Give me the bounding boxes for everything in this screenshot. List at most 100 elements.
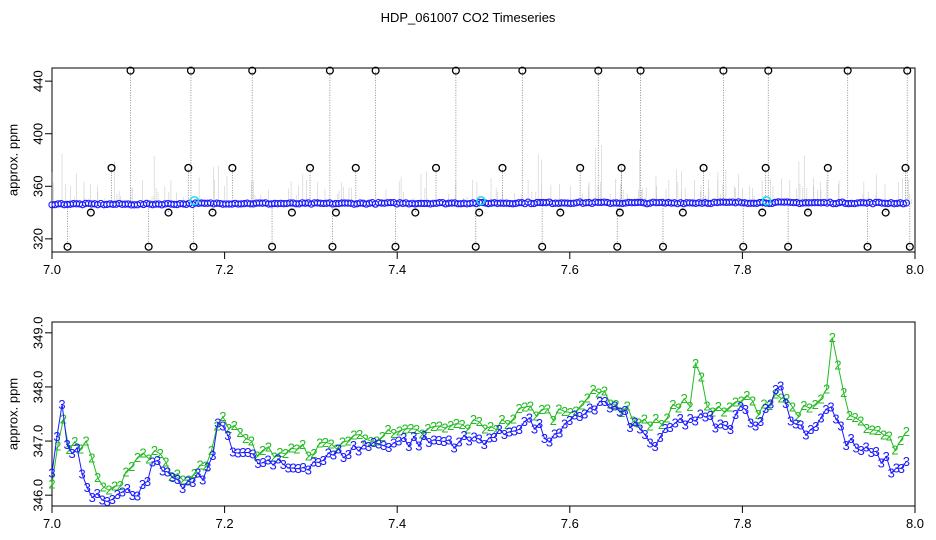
top-outlier-point bbox=[287, 208, 296, 217]
bottom-series-3-marker: 3 bbox=[852, 441, 859, 456]
bottom-series-2-marker: 2 bbox=[743, 388, 750, 403]
bottom-series-3-marker: 3 bbox=[385, 440, 392, 455]
top-y-axis-label: approx. ppm bbox=[5, 124, 20, 196]
top-outlier-point bbox=[184, 163, 193, 172]
bottom-series-2-marker: 2 bbox=[817, 391, 824, 406]
bottom-series-3-marker: 3 bbox=[878, 455, 885, 470]
top-outlier-point bbox=[719, 66, 728, 75]
bottom-series-2-marker: 2 bbox=[612, 397, 619, 412]
top-outlier-point bbox=[471, 242, 480, 251]
bottom-series-3-marker: 3 bbox=[747, 415, 754, 430]
bottom-series-3-marker: 3 bbox=[259, 455, 266, 470]
bottom-series-2-marker: 2 bbox=[863, 421, 870, 436]
bottom-series-3-marker: 3 bbox=[858, 443, 865, 458]
bottom-series-3-marker: 3 bbox=[430, 432, 437, 447]
bottom-series-2-marker: 2 bbox=[145, 451, 152, 466]
bottom-series-3-marker: 3 bbox=[682, 418, 689, 433]
bottom-series-2-marker: 2 bbox=[823, 381, 830, 396]
bottom-series-3-marker: 3 bbox=[209, 448, 216, 463]
top-outlier-point bbox=[761, 163, 770, 172]
bottom-series-3-marker: 3 bbox=[275, 452, 282, 467]
bottom-series-2-marker: 2 bbox=[367, 434, 374, 449]
bottom-series-3-marker: 3 bbox=[656, 430, 663, 445]
bottom-series-2-marker: 2 bbox=[430, 419, 437, 434]
bottom-series-3-marker: 3 bbox=[204, 459, 211, 474]
bottom-series-3-marker: 3 bbox=[767, 396, 774, 411]
bottom-series-2-marker: 2 bbox=[538, 402, 545, 417]
bottom-series-3-marker: 3 bbox=[395, 434, 402, 449]
bottom-series-2-marker: 2 bbox=[453, 416, 460, 431]
top-outlier-point bbox=[331, 208, 340, 217]
bottom-series-3-marker: 3 bbox=[244, 445, 251, 460]
top-outlier-point bbox=[636, 66, 645, 75]
bottom-series-3-marker: 3 bbox=[164, 464, 171, 479]
bottom-series-2-marker: 2 bbox=[681, 391, 688, 406]
bottom-series-3-marker: 3 bbox=[506, 424, 513, 439]
top-outlier-point bbox=[658, 242, 668, 251]
bottom-series-3-marker: 3 bbox=[129, 488, 136, 503]
top-outlier-point bbox=[451, 66, 460, 75]
bottom-series-2-marker: 2 bbox=[464, 422, 471, 437]
bottom-series-3-marker: 3 bbox=[863, 440, 870, 455]
bottom-series-2-marker: 2 bbox=[760, 397, 767, 412]
bottom-series-3-marker: 3 bbox=[571, 408, 578, 423]
bottom-series-2-marker: 2 bbox=[658, 417, 665, 432]
bottom-series-3-marker: 3 bbox=[420, 428, 427, 443]
bottom-series-2-marker: 2 bbox=[595, 385, 602, 400]
top-cyan-point bbox=[476, 195, 486, 206]
bottom-series-3-marker: 3 bbox=[74, 440, 81, 455]
bottom-series-3-marker: 3 bbox=[58, 397, 65, 412]
bottom-series-2-marker: 2 bbox=[248, 433, 255, 448]
bottom-series-3-marker: 3 bbox=[827, 400, 834, 415]
top-outlier-point bbox=[228, 163, 237, 172]
bottom-series-2-marker: 2 bbox=[424, 421, 431, 436]
bottom-series-2-marker: 2 bbox=[196, 457, 203, 472]
bottom-series-3-marker: 3 bbox=[596, 394, 603, 409]
top-outlier-point bbox=[576, 163, 585, 172]
bottom-series-3-marker: 3 bbox=[561, 416, 568, 431]
bottom-series-2-marker: 2 bbox=[293, 442, 300, 457]
bottom-series-3-marker: 3 bbox=[119, 485, 126, 500]
bottom-series-3-marker: 3 bbox=[139, 477, 146, 492]
bottom-series-3-marker: 3 bbox=[370, 435, 377, 450]
bottom-series-3-marker: 3 bbox=[325, 446, 332, 461]
bottom-series-2-marker: 2 bbox=[891, 443, 898, 458]
bottom-series-2-marker: 2 bbox=[225, 421, 232, 436]
bottom-series-2-marker: 2 bbox=[476, 414, 483, 429]
bottom-series-3-marker: 3 bbox=[189, 475, 196, 490]
bottom-series-3-marker: 3 bbox=[315, 455, 322, 470]
bottom-series-2-marker: 2 bbox=[709, 404, 716, 419]
bottom-plot-frame bbox=[51, 321, 916, 507]
top-outlier-point bbox=[351, 163, 360, 172]
bottom-series-2-marker: 2 bbox=[886, 429, 893, 444]
bottom-series-3-marker: 3 bbox=[375, 436, 382, 451]
bottom-series-2-marker: 2 bbox=[322, 435, 329, 450]
top-outlier-point bbox=[164, 208, 173, 217]
bottom-series-2-marker: 2 bbox=[219, 409, 226, 424]
bottom-series-3-marker: 3 bbox=[94, 486, 101, 501]
bottom-series-2-marker: 2 bbox=[783, 391, 790, 406]
bottom-series-3-marker: 3 bbox=[737, 399, 744, 414]
bottom-series-2-marker: 2 bbox=[310, 446, 317, 461]
bottom-series-3-marker: 3 bbox=[455, 434, 462, 449]
bottom-series-2-marker: 2 bbox=[470, 412, 477, 427]
bottom-series-2-marker: 2 bbox=[242, 431, 249, 446]
bottom-series-3-marker: 3 bbox=[717, 416, 724, 431]
top-x-tick-label: 7.8 bbox=[733, 262, 751, 277]
top-outlier-point bbox=[823, 163, 832, 172]
bottom-series-2-marker: 2 bbox=[327, 436, 334, 451]
bottom-series-3-marker: 3 bbox=[310, 455, 317, 470]
bottom-series-3-marker: 3 bbox=[546, 434, 553, 449]
bottom-series-3-marker: 3 bbox=[837, 419, 844, 434]
bottom-series-2-marker: 2 bbox=[641, 412, 648, 427]
bottom-series-2-marker: 2 bbox=[157, 446, 164, 461]
bottom-series-2-marker: 2 bbox=[162, 455, 169, 470]
bottom-series-3-marker: 3 bbox=[772, 382, 779, 397]
top-outlier-point bbox=[615, 208, 624, 217]
bottom-series-3-marker: 3 bbox=[551, 426, 558, 441]
bottom-series-3-marker: 3 bbox=[199, 472, 206, 487]
bottom-series-2-marker: 2 bbox=[544, 401, 551, 416]
top-y-tick-label: 360 bbox=[30, 175, 45, 197]
bottom-series-3-marker: 3 bbox=[194, 465, 201, 480]
